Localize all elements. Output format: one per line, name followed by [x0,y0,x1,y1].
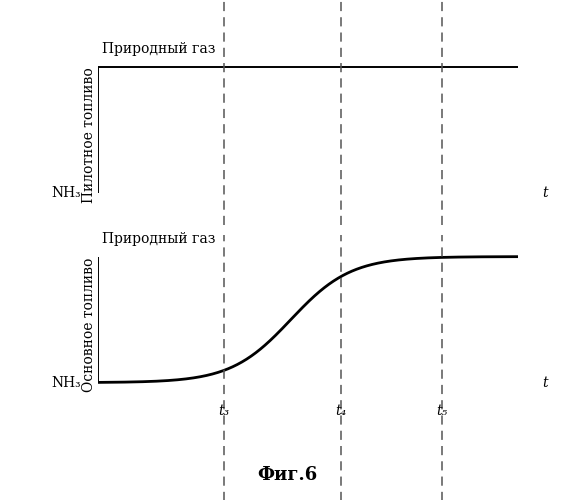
Text: t₅: t₅ [436,404,447,418]
Text: NH₃: NH₃ [51,186,81,200]
Text: Природный газ: Природный газ [102,42,216,56]
Y-axis label: Основное топливо: Основное топливо [82,258,97,392]
Text: NH₃: NH₃ [51,376,81,390]
Y-axis label: Пилотное топливо: Пилотное топливо [82,67,97,203]
Text: t₃: t₃ [218,404,229,418]
Text: t: t [543,376,549,390]
Text: t: t [543,186,549,200]
Text: Природный газ: Природный газ [102,232,216,246]
Text: Фиг.6: Фиг.6 [258,466,317,484]
Text: t₄: t₄ [336,404,347,418]
